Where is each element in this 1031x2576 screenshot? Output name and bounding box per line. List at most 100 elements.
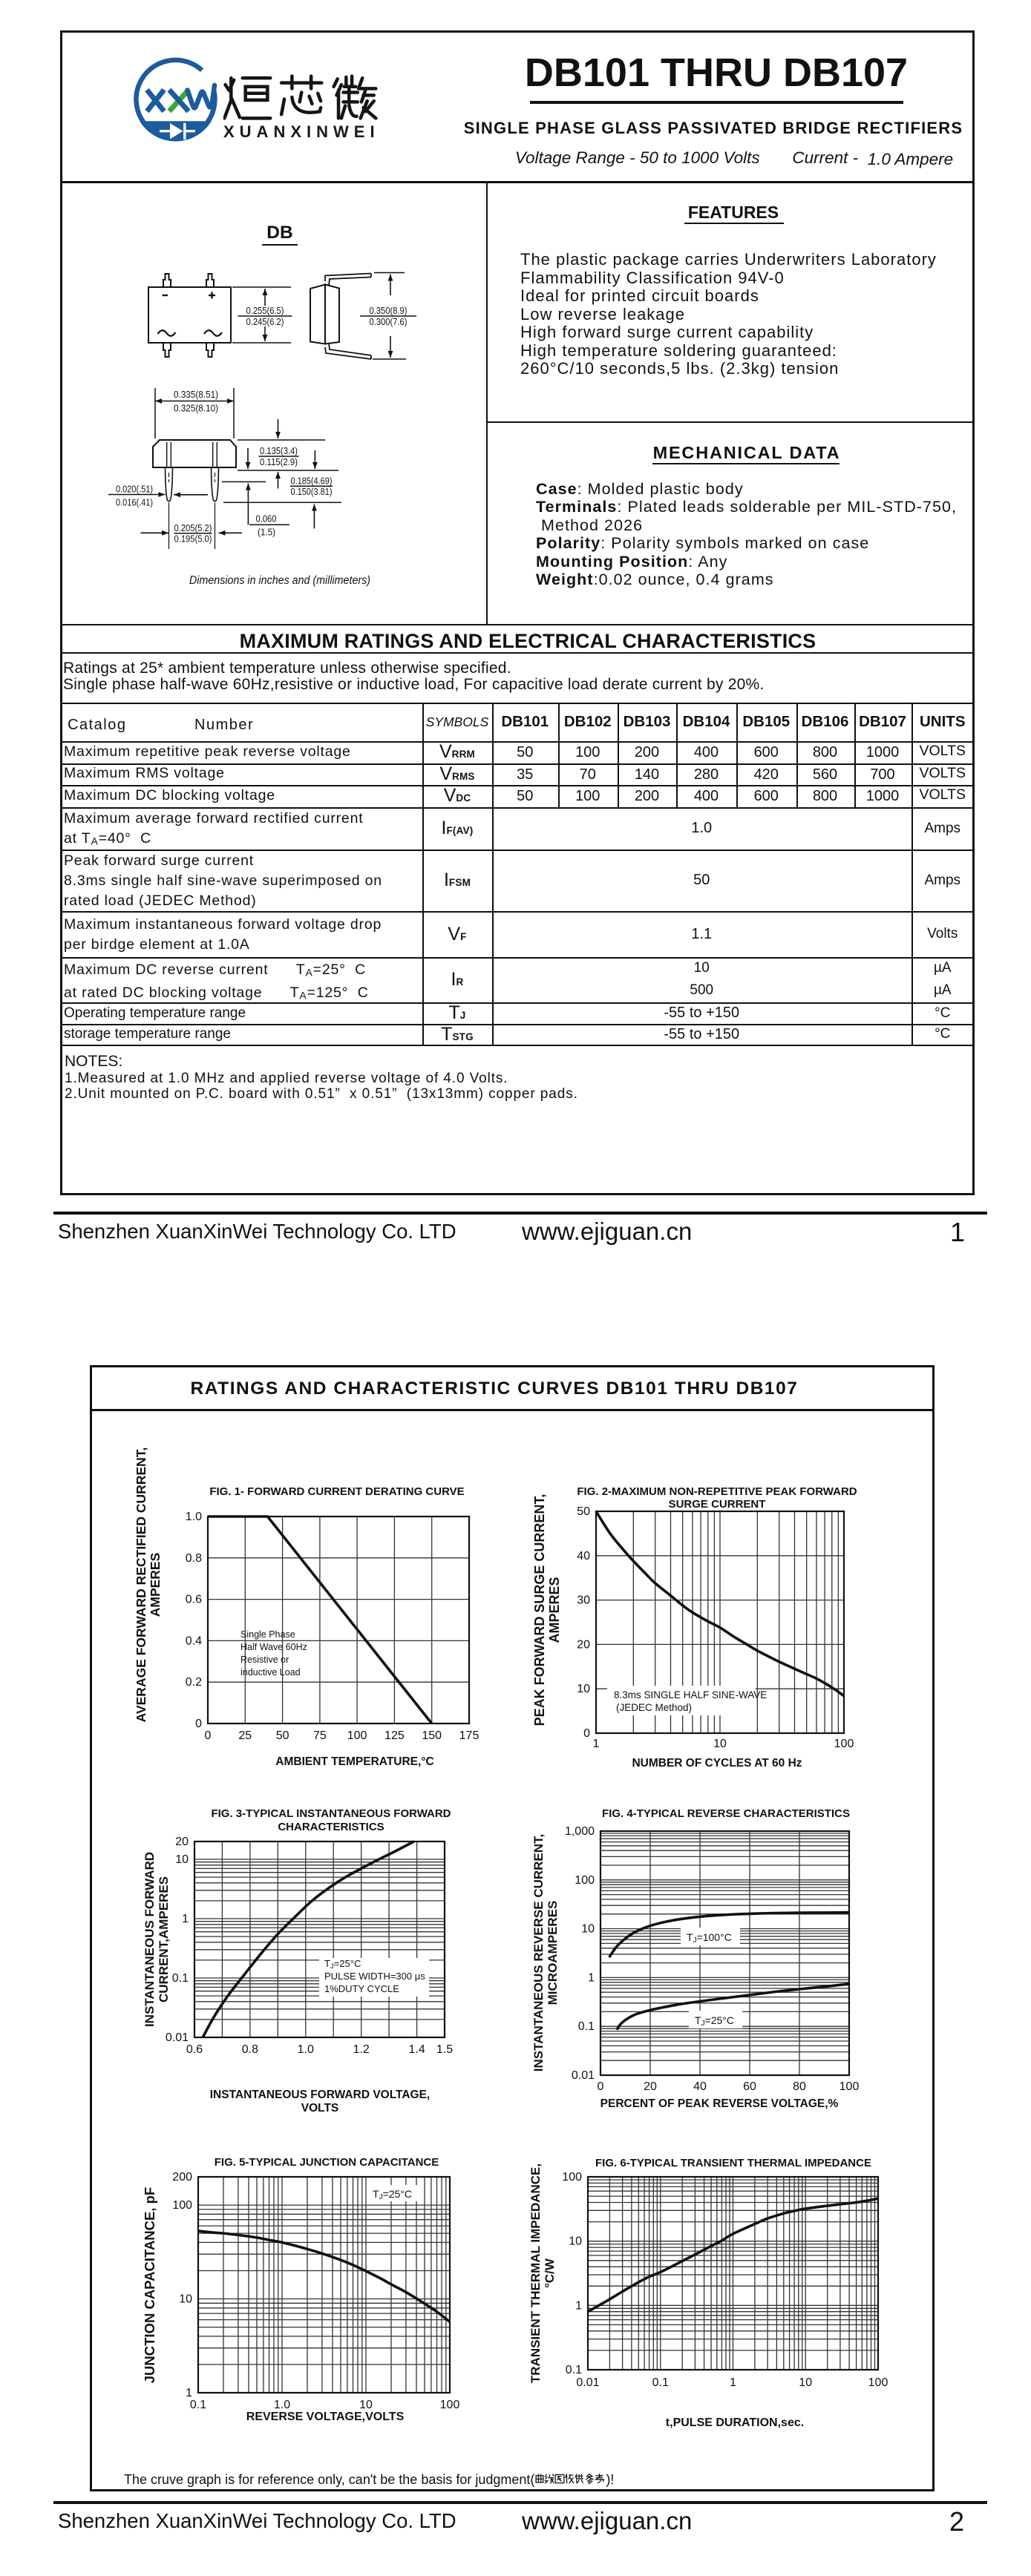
svg-text:60: 60 — [743, 2080, 756, 2093]
svg-text:125: 125 — [384, 1729, 405, 1742]
svg-text:0.6: 0.6 — [186, 1594, 202, 1606]
svg-text:inductive Load: inductive Load — [240, 1667, 301, 1678]
svg-text:Half Wave 60Hz: Half Wave 60Hz — [240, 1642, 307, 1652]
svg-text:0.350(8.9): 0.350(8.9) — [370, 305, 408, 316]
svg-text:0.205(5.2): 0.205(5.2) — [174, 522, 212, 533]
svg-text:°C/W: °C/W — [543, 2258, 557, 2288]
svg-text:100: 100 — [347, 1729, 367, 1742]
svg-text:1: 1 — [588, 1971, 595, 1984]
svg-text:TRANSIENT THERMAL IMPEDANCE,: TRANSIENT THERMAL IMPEDANCE, — [528, 2163, 543, 2383]
svg-text:FIG. 2-MAXIMUM NON-REPETITIVE: FIG. 2-MAXIMUM NON-REPETITIVE PEAK FORWA… — [577, 1485, 857, 1498]
svg-text:1.2: 1.2 — [353, 2043, 370, 2056]
svg-text:AMPERES: AMPERES — [148, 1553, 163, 1617]
svg-text:TJ=100°C: TJ=100°C — [687, 1931, 732, 1945]
svg-text:0.8: 0.8 — [186, 1552, 202, 1565]
svg-text:0.300(7.6): 0.300(7.6) — [370, 316, 408, 327]
svg-text:SURGE CURRENT: SURGE CURRENT — [669, 1498, 766, 1511]
svg-text:25: 25 — [238, 1729, 252, 1742]
svg-text:0.8: 0.8 — [242, 2043, 258, 2056]
svg-text:1: 1 — [575, 2299, 582, 2312]
svg-text:0.01: 0.01 — [576, 2376, 599, 2389]
svg-text:1,000: 1,000 — [565, 1825, 595, 1838]
svg-text:REVERSE VOLTAGE,VOLTS: REVERSE VOLTAGE,VOLTS — [246, 2411, 405, 2423]
svg-text:FIG. 4-TYPICAL REVERSE CHARACT: FIG. 4-TYPICAL REVERSE CHARACTERISTICS — [602, 1807, 850, 1820]
svg-text:Dimensions in inches and (mill: Dimensions in inches and (millimeters) — [189, 574, 370, 587]
svg-text:10: 10 — [577, 1683, 590, 1695]
svg-text:0.1: 0.1 — [172, 1972, 189, 1985]
svg-text:0.020(.51): 0.020(.51) — [116, 484, 153, 495]
svg-text:0.1: 0.1 — [190, 2399, 206, 2411]
svg-text:0.150(3.81): 0.150(3.81) — [291, 486, 333, 497]
svg-text:20: 20 — [577, 1638, 590, 1651]
svg-text:0.255(6.5): 0.255(6.5) — [246, 305, 284, 316]
svg-text:PEAK FORWARD SURGE CURRENT,: PEAK FORWARD SURGE CURRENT, — [532, 1494, 547, 1726]
svg-text:Resistive or: Resistive or — [240, 1655, 289, 1665]
svg-text:(JEDEC Method): (JEDEC Method) — [616, 1702, 692, 1713]
svg-text:FIG. 3-TYPICAL INSTANTANEOUS F: FIG. 3-TYPICAL INSTANTANEOUS FORWARD — [211, 1807, 451, 1820]
svg-text:0: 0 — [598, 2080, 604, 2093]
svg-text:0.6: 0.6 — [186, 2043, 203, 2056]
svg-text:0.325(8.10): 0.325(8.10) — [174, 403, 218, 414]
svg-text:1: 1 — [186, 2387, 192, 2399]
svg-text:CHARACTERISTICS: CHARACTERISTICS — [278, 1821, 384, 1833]
svg-text:50: 50 — [276, 1729, 289, 1742]
svg-text:1.4: 1.4 — [408, 2043, 425, 2056]
svg-text:VOLTS: VOLTS — [301, 2102, 339, 2115]
svg-text:TJ=25°C: TJ=25°C — [324, 1958, 361, 1971]
svg-text:PERCENT OF PEAK REVERSE VOLTAG: PERCENT OF PEAK REVERSE VOLTAGE,% — [600, 2097, 839, 2110]
svg-text:JUNCTION CAPACITANCE, pF: JUNCTION CAPACITANCE, pF — [142, 2187, 157, 2383]
svg-text:100: 100 — [834, 1738, 854, 1750]
svg-text:40: 40 — [577, 1550, 590, 1563]
svg-text:1.5: 1.5 — [436, 2043, 453, 2056]
svg-text:10: 10 — [713, 1738, 727, 1750]
svg-text:75: 75 — [313, 1729, 327, 1742]
svg-text:10: 10 — [359, 2399, 373, 2411]
svg-text:30: 30 — [577, 1594, 590, 1607]
svg-text:100: 100 — [839, 2080, 860, 2093]
svg-text:50: 50 — [577, 1505, 590, 1518]
svg-text:0.4: 0.4 — [186, 1634, 202, 1647]
svg-text:10: 10 — [581, 1923, 595, 1936]
svg-text:20: 20 — [644, 2080, 657, 2093]
svg-text:PULSE WIDTH=300 μs: PULSE WIDTH=300 μs — [324, 1971, 425, 1982]
svg-text:AMBIENT TEMPERATURE,°C: AMBIENT TEMPERATURE,°C — [275, 1755, 433, 1768]
svg-text:NUMBER OF CYCLES AT 60 Hz: NUMBER OF CYCLES AT 60 Hz — [632, 1757, 802, 1770]
svg-text:0.01: 0.01 — [166, 2031, 189, 2044]
svg-text:1.0: 1.0 — [274, 2399, 290, 2411]
svg-text:10: 10 — [179, 2293, 192, 2306]
svg-text:100: 100 — [575, 1874, 595, 1887]
svg-text:80: 80 — [793, 2080, 806, 2093]
svg-text:0.01: 0.01 — [572, 2069, 595, 2082]
svg-text:FIG. 6-TYPICAL TRANSIENT THERM: FIG. 6-TYPICAL TRANSIENT THERMAL IMPEDAN… — [595, 2157, 871, 2169]
svg-text:0.2: 0.2 — [186, 1676, 202, 1689]
svg-text:t,PULSE DURATION,sec.: t,PULSE DURATION,sec. — [666, 2416, 804, 2429]
svg-text:150: 150 — [422, 1729, 442, 1742]
svg-text:0: 0 — [205, 1729, 212, 1742]
svg-text:TJ=25°C: TJ=25°C — [695, 2014, 734, 2028]
svg-text:100: 100 — [440, 2399, 460, 2411]
svg-text:0.335(8.51): 0.335(8.51) — [174, 389, 218, 400]
svg-text:Single Phase: Single Phase — [240, 1629, 295, 1640]
svg-text:1%DUTY CYCLE: 1%DUTY CYCLE — [324, 1983, 399, 1994]
svg-text:0.016(.41): 0.016(.41) — [116, 497, 153, 508]
svg-text:175: 175 — [459, 1729, 480, 1742]
svg-text:FIG. 5-TYPICAL JUNCTION CAPACI: FIG. 5-TYPICAL JUNCTION CAPACITANCE — [215, 2156, 439, 2169]
svg-text:1.0: 1.0 — [298, 2043, 314, 2056]
svg-text:10: 10 — [569, 2235, 582, 2248]
svg-text:0.185(4.69): 0.185(4.69) — [291, 476, 333, 487]
svg-text:AMPERES: AMPERES — [547, 1577, 562, 1643]
svg-text:DB: DB — [266, 223, 292, 243]
svg-text:10: 10 — [799, 2376, 812, 2389]
svg-text:0.060: 0.060 — [256, 513, 277, 525]
svg-text:0.1: 0.1 — [578, 2020, 595, 2033]
svg-text:0.195(5.0): 0.195(5.0) — [174, 533, 212, 545]
svg-text:TJ=25°C: TJ=25°C — [373, 2188, 412, 2201]
svg-text:0: 0 — [583, 1727, 590, 1740]
svg-text:20: 20 — [175, 1836, 189, 1848]
svg-text:0.135(3.4): 0.135(3.4) — [260, 445, 298, 456]
svg-text:100: 100 — [562, 2171, 582, 2184]
svg-text:1: 1 — [182, 1913, 189, 1925]
svg-text:INSTANTANEOUS FORWARD: INSTANTANEOUS FORWARD — [143, 1852, 157, 2027]
svg-text:0.1: 0.1 — [652, 2376, 669, 2389]
svg-text:(1.5): (1.5) — [258, 527, 275, 538]
